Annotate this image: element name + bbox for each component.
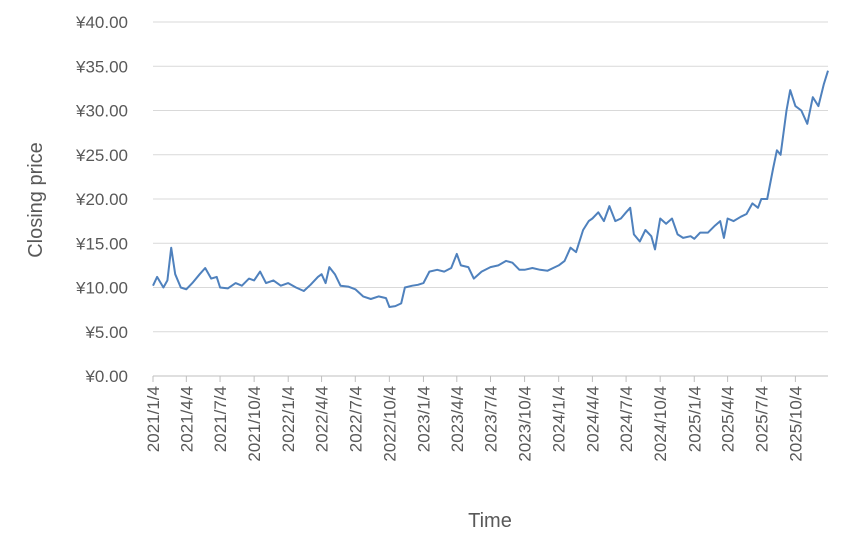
x-tick-label: 2021/4/4 — [177, 386, 196, 452]
x-tick-label: 2023/4/4 — [448, 386, 467, 452]
x-tick-label: 2025/1/4 — [685, 386, 704, 452]
x-tick-label: 2025/7/4 — [752, 386, 771, 452]
y-tick-label: ¥20.00 — [75, 190, 128, 209]
y-tick-label: ¥15.00 — [75, 234, 128, 253]
x-tick-label: 2023/1/4 — [414, 386, 433, 452]
x-tick-label: 2021/10/4 — [245, 386, 264, 462]
x-tick-label: 2021/7/4 — [211, 386, 230, 452]
price-line — [152, 70, 829, 308]
x-tick-label: 2021/1/4 — [144, 386, 163, 452]
y-tick-label: ¥10.00 — [75, 279, 128, 298]
x-tick-label: 2022/4/4 — [313, 386, 332, 452]
x-axis-title: Time — [468, 510, 512, 532]
y-tick-label: ¥35.00 — [75, 57, 128, 76]
y-tick-label: ¥5.00 — [84, 323, 128, 342]
x-tick-label: 2023/7/4 — [482, 386, 501, 452]
x-tick-label: 2022/1/4 — [279, 386, 298, 452]
y-axis-title: Closing price — [25, 142, 47, 258]
y-tick-label: ¥25.00 — [75, 146, 128, 165]
y-tick-label: ¥0.00 — [84, 367, 128, 386]
x-tick-label: 2024/7/4 — [617, 386, 636, 452]
x-tick-label: 2022/10/4 — [380, 386, 399, 462]
x-tick-label: 2024/10/4 — [651, 386, 670, 462]
x-tick-label: 2023/10/4 — [516, 386, 535, 462]
x-tick-label: 2024/1/4 — [550, 386, 569, 452]
x-tick-label: 2022/7/4 — [346, 386, 365, 452]
x-tick-label: 2025/10/4 — [786, 386, 805, 462]
y-tick-label: ¥40.00 — [75, 13, 128, 32]
x-tick-label: 2024/4/4 — [583, 386, 602, 452]
y-tick-label: ¥30.00 — [75, 102, 128, 121]
x-tick-label: 2025/4/4 — [719, 386, 738, 452]
